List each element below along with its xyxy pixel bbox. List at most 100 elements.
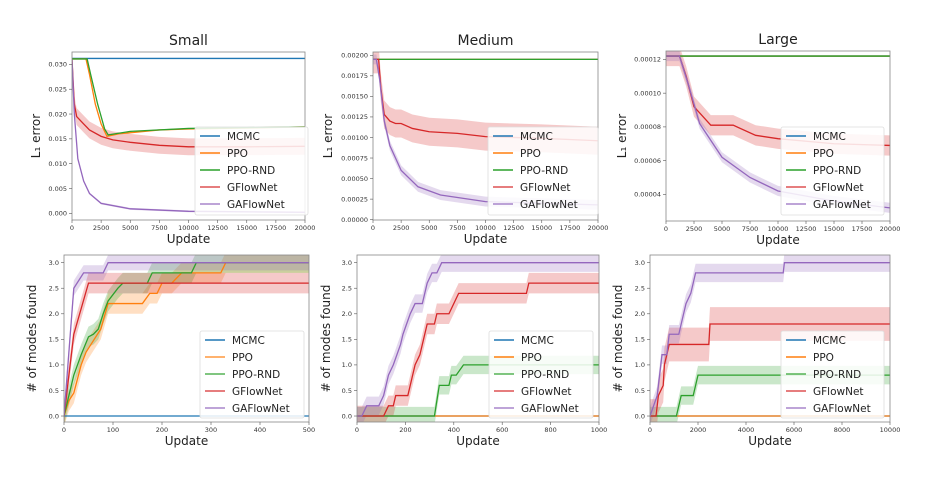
band-ppo-rnd: [64, 255, 309, 422]
x-tick-label: 6000: [786, 426, 803, 434]
x-tick-label: 10000: [768, 225, 789, 233]
y-tick-label: 2.0: [342, 310, 352, 318]
y-tick-label: 0.00075: [341, 154, 368, 162]
band-gflownet: [666, 51, 890, 156]
y-tick-label: 0.00050: [341, 175, 368, 183]
series-line-gflownet: [357, 282, 599, 417]
legend-label: PPO: [813, 352, 834, 364]
x-tick-label: 5000: [421, 224, 438, 232]
series-line-ppo-rnd: [357, 364, 599, 417]
y-tick-label: 0.5: [49, 387, 59, 395]
series-line-gflownet: [64, 282, 309, 417]
subplot-modes-4: 0 200 400 600 800 1000 0.0 0.5 1.0 1.5 2.0 2.5 3.0 Up…: [319, 254, 607, 448]
x-tick-label: 15000: [531, 224, 552, 232]
x-tick-label: 12500: [207, 224, 228, 232]
series-line-gaflownet: [650, 262, 890, 417]
y-tick-label: 1.0: [49, 361, 59, 369]
y-tick-label: 0.010: [48, 160, 67, 168]
band-ppo: [64, 255, 309, 422]
legend-label: MCMC: [521, 335, 554, 347]
y-tick-label: 0.5: [342, 387, 352, 395]
y-tick-label: 1.0: [342, 361, 352, 369]
y-tick-label: 2.0: [635, 310, 645, 318]
y-tick-label: 0.000: [48, 210, 67, 218]
y-tick-label: 0.00010: [634, 89, 661, 97]
series-line-ppo-rnd: [64, 262, 309, 417]
series-line-ppo-rnd: [72, 58, 305, 136]
legend-label: GAFlowNet: [813, 199, 871, 211]
y-tick-label: 0.00150: [341, 93, 368, 101]
legend: MCMC PPO PPO-RND GFlowNet GAFlowNet: [780, 126, 885, 216]
legend-label: MCMC: [813, 335, 846, 347]
y-tick-label: 0.00012: [634, 56, 661, 64]
x-tick-label: 15000: [824, 225, 845, 233]
y-tick-label: 3.0: [635, 259, 645, 267]
y-axis-label: # of modes found: [319, 285, 333, 393]
x-tick-label: 5000: [714, 225, 731, 233]
y-tick-label: 2.0: [49, 310, 59, 318]
y-axis-label: # of modes found: [25, 285, 39, 393]
y-tick-label: 0.00006: [634, 157, 661, 165]
y-tick-label: 0.00025: [341, 195, 368, 203]
subplot-modes-5: 0 2000 4000 6000 8000 10000 0.0 0.5 1.0 1.5 2.0 2.5…: [611, 254, 900, 448]
series-line-gaflownet: [72, 59, 305, 213]
legend-label: PPO-RND: [813, 369, 861, 381]
y-axis-label: L₁ error: [615, 114, 629, 158]
x-tick-label: 10000: [178, 224, 199, 232]
y-tick-label: 0.0: [49, 412, 59, 420]
y-tick-label: 3.0: [49, 259, 59, 267]
subplot-title: Medium: [458, 33, 514, 49]
y-tick-label: 2.5: [49, 285, 59, 293]
legend-label: GAFlowNet: [813, 403, 871, 415]
x-tick-label: 600: [496, 426, 508, 434]
legend-box: [194, 126, 309, 216]
y-tick-label: 0.00125: [341, 113, 368, 121]
x-tick-label: 400: [448, 426, 460, 434]
legend: MCMC PPO PPO-RND GFlowNet GAFlowNet: [488, 330, 594, 419]
y-axis-label: L₁ error: [29, 114, 43, 158]
y-tick-label: 0.030: [48, 61, 67, 69]
band-gaflownet: [650, 255, 890, 422]
legend-label: GFlowNet: [520, 182, 571, 194]
subplot-medium: 0 2500 5000 7500 10000 12500 15000 17500 20000 0.…: [321, 33, 608, 246]
band-gaflownet: [357, 255, 599, 422]
legend-label: MCMC: [227, 131, 260, 143]
legend-label: PPO-RND: [520, 165, 568, 177]
x-tick-label: 0: [355, 426, 359, 434]
x-axis-label: Update: [464, 232, 507, 246]
x-tick-label: 17500: [852, 225, 873, 233]
x-tick-label: 2500: [393, 224, 410, 232]
legend-label: GFlowNet: [813, 386, 864, 398]
y-tick-label: 2.5: [635, 285, 645, 293]
legend: MCMC PPO PPO-RND GFlowNet GAFlowNet: [780, 330, 885, 419]
y-tick-label: 3.0: [342, 259, 352, 267]
y-tick-label: 0.00008: [634, 123, 661, 131]
y-axis-label: L₁ error: [321, 114, 335, 158]
subplot-title: Small: [169, 33, 208, 49]
legend-label: MCMC: [813, 131, 846, 143]
x-tick-label: 0: [62, 426, 66, 434]
legend-label: PPO: [227, 148, 248, 160]
x-tick-label: 0: [70, 224, 74, 232]
y-tick-label: 0.00200: [341, 52, 368, 60]
legend-label: GFlowNet: [521, 386, 572, 398]
legend: MCMC PPO PPO-RND GFlowNet GAFlowNet: [487, 126, 599, 216]
legend-label: MCMC: [520, 131, 553, 143]
x-tick-label: 15000: [236, 224, 257, 232]
band-gflownet: [357, 272, 599, 422]
y-tick-label: 0.5: [635, 387, 645, 395]
legend-label: PPO-RND: [232, 369, 280, 381]
x-tick-label: 7500: [449, 224, 466, 232]
legend-box: [487, 126, 599, 216]
series-line-gaflownet: [357, 262, 599, 417]
series-line-gflownet: [650, 323, 890, 417]
x-tick-label: 2000: [690, 426, 707, 434]
legend-label: PPO-RND: [227, 165, 275, 177]
x-tick-label: 100: [107, 426, 119, 434]
x-tick-label: 4000: [738, 426, 755, 434]
legend-label: GAFlowNet: [521, 403, 579, 415]
x-tick-label: 7500: [151, 224, 168, 232]
x-tick-label: 5000: [122, 224, 139, 232]
axes-frame: [63, 254, 310, 423]
axes-frame: [649, 254, 891, 423]
